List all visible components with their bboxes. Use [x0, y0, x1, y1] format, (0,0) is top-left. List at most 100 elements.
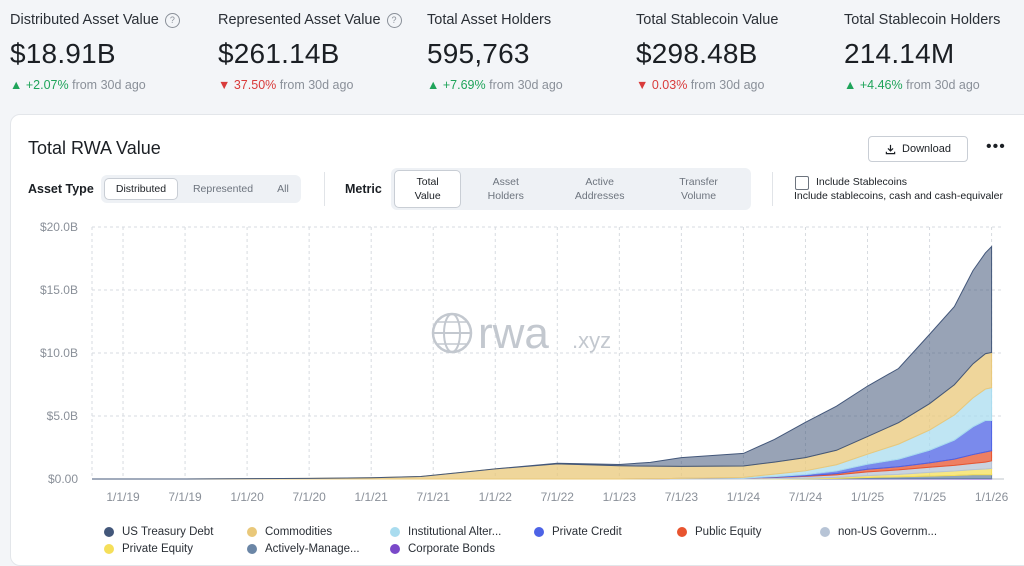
metric-segmented: Total Value Asset Holders Active Addresses Tra… — [391, 168, 751, 210]
legend-item[interactable]: Institutional Alter... — [390, 526, 501, 538]
legend-item[interactable]: Public Equity — [677, 526, 761, 538]
kpi-label: Total Stablecoin Holders — [844, 12, 1024, 28]
help-icon[interactable]: ? — [386, 12, 402, 28]
legend-label: Commodities — [265, 526, 333, 538]
arrow-up-icon: ▲ — [844, 78, 857, 92]
x-tick-label: 1/1/23 — [603, 490, 637, 504]
kpi-label-text: Represented Asset Value — [218, 12, 381, 28]
y-axis: $0.00 $5.0B $10.0B $15.0B $20.0B — [40, 220, 78, 486]
watermark-suffix: .xyz — [572, 328, 611, 353]
asset-type-segmented: Distributed Represented All — [101, 175, 301, 203]
help-icon[interactable]: ? — [164, 12, 180, 28]
y-tick-label: $5.0B — [47, 409, 78, 423]
arrow-down-icon: ▼ — [218, 78, 231, 92]
legend-item[interactable]: Actively-Manage... — [247, 543, 360, 555]
more-options-icon[interactable]: ••• — [986, 138, 1006, 155]
kpi-label-text: Total Asset Holders — [427, 12, 552, 28]
x-tick-label: 1/1/24 — [727, 490, 761, 504]
legend-item[interactable]: Private Credit — [534, 526, 622, 538]
kpi-label: Total Stablecoin Value — [636, 12, 836, 28]
kpi-delta-value: +2.07% — [25, 78, 69, 92]
include-stablecoins-label: Include Stablecoins — [816, 176, 908, 188]
x-tick-label: 7/1/21 — [417, 490, 451, 504]
y-tick-label: $15.0B — [40, 283, 78, 297]
x-tick-label: 1/1/20 — [230, 490, 264, 504]
kpi-label-text: Total Stablecoin Holders — [844, 12, 1001, 28]
legend-item[interactable]: US Treasury Debt — [104, 526, 213, 538]
x-tick-label: 1/1/25 — [851, 490, 885, 504]
x-tick-label: 1/1/19 — [106, 490, 140, 504]
kpi-value: 214.14M — [844, 38, 955, 69]
y-tick-label: $0.00 — [48, 472, 78, 486]
legend-label: Private Credit — [552, 526, 622, 538]
kpi-label: Distributed Asset Value? — [10, 12, 210, 28]
arrow-up-icon: ▲ — [10, 78, 23, 92]
metric-option-line: Addresses — [574, 190, 625, 202]
kpi-delta-value: +7.69% — [442, 78, 486, 92]
legend-swatch — [820, 527, 830, 537]
kpi-value: $18.91B — [10, 38, 116, 69]
kpi-delta-value: +4.46% — [859, 78, 903, 92]
kpi-label: Represented Asset Value? — [218, 12, 418, 28]
arrow-down-icon: ▼ — [636, 78, 649, 92]
legend-swatch — [390, 544, 400, 554]
legend-label: Actively-Manage... — [265, 543, 360, 555]
metric-option-line: Total — [416, 176, 439, 188]
kpi-card: Total Stablecoin Value $298.48B ▼ 0.03% fr… — [636, 12, 836, 92]
kpi-card: Distributed Asset Value? $18.91B ▲ +2.07% … — [10, 12, 210, 92]
metric-option-line: Asset — [492, 176, 519, 188]
y-tick-label: $10.0B — [40, 346, 78, 360]
metric-option-asset-holders[interactable]: Asset Holders — [461, 171, 550, 207]
x-tick-label: 7/1/19 — [168, 490, 202, 504]
kpi-delta: ▲ +7.69% from 30d ago — [427, 78, 627, 92]
x-axis: 1/1/19 7/1/19 1/1/20 7/1/20 1/1/21 7/1/21 1/1/… — [106, 490, 1008, 504]
legend-swatch — [677, 527, 687, 537]
legend-swatch — [247, 527, 257, 537]
x-tick-label: 1/1/22 — [479, 490, 513, 504]
x-tick-label: 7/1/23 — [665, 490, 699, 504]
legend-label: Institutional Alter... — [408, 526, 502, 538]
asset-type-option-all[interactable]: All — [277, 183, 289, 195]
legend-swatch — [104, 544, 114, 554]
chart-areas — [92, 245, 993, 480]
kpi-delta-suffix: from 30d ago — [72, 78, 146, 92]
kpi-value: $298.48B — [636, 38, 758, 69]
legend-swatch — [247, 544, 257, 554]
legend-item[interactable]: Corporate Bonds — [390, 543, 495, 555]
kpi-card: Total Stablecoin Holders 214.14M ▲ +4.46% … — [844, 12, 1024, 92]
include-stablecoins-checkbox[interactable] — [795, 176, 809, 190]
kpi-delta-value: 37.50% — [233, 78, 277, 92]
chart-title: Total RWA Value — [28, 138, 161, 158]
metric-option-transfer-volume[interactable]: Transfer Volume — [649, 171, 748, 207]
legend-item[interactable]: Commodities — [247, 526, 332, 538]
download-label: Download — [902, 143, 951, 155]
kpi-delta: ▼ 0.03% from 30d ago — [636, 78, 836, 92]
metric-option-total-value[interactable]: Total Value — [394, 170, 462, 208]
metric-option-active-addresses[interactable]: Active Addresses — [550, 171, 649, 207]
kpi-card: Total Asset Holders 595,763 ▲ +7.69% from … — [427, 12, 627, 92]
legend-swatch — [104, 527, 114, 537]
kpi-delta-value: 0.03% — [651, 78, 688, 92]
area-us-treasury-debt[interactable] — [92, 245, 993, 480]
legend-item[interactable]: Private Equity — [104, 543, 193, 555]
metric-option-line: Active — [585, 176, 614, 188]
kpi-delta: ▲ +4.46% from 30d ago — [844, 78, 1024, 92]
x-tick-label: 7/1/22 — [541, 490, 575, 504]
x-tick-label: 1/1/21 — [354, 490, 388, 504]
asset-type-label: Asset Type — [28, 182, 94, 196]
download-button[interactable]: Download — [868, 136, 968, 162]
asset-type-option-distributed[interactable]: Distributed — [104, 178, 178, 200]
asset-type-option-represented[interactable]: Represented — [192, 183, 254, 195]
legend-item[interactable]: non-US Governm... — [820, 526, 937, 538]
legend-swatch — [534, 527, 544, 537]
kpi-card: Represented Asset Value? $261.14B ▼ 37.50%… — [218, 12, 418, 92]
metric-option-line: Value — [414, 190, 441, 202]
legend-label: non-US Governm... — [838, 526, 938, 538]
kpi-delta-suffix: from 30d ago — [279, 78, 354, 92]
metric-option-line: Volume — [681, 190, 717, 202]
legend-label: US Treasury Debt — [122, 526, 214, 538]
legend-label: Corporate Bonds — [408, 543, 495, 555]
download-icon — [885, 144, 896, 154]
kpi-delta-suffix: from 30d ago — [690, 78, 765, 92]
divider — [772, 172, 773, 206]
